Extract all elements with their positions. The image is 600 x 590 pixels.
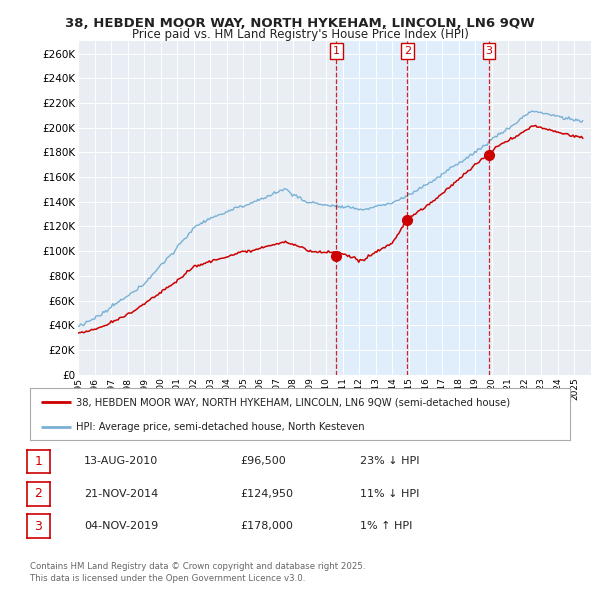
Text: HPI: Average price, semi-detached house, North Kesteven: HPI: Average price, semi-detached house,… — [76, 422, 365, 431]
Text: Price paid vs. HM Land Registry's House Price Index (HPI): Price paid vs. HM Land Registry's House … — [131, 28, 469, 41]
Text: 38, HEBDEN MOOR WAY, NORTH HYKEHAM, LINCOLN, LN6 9QW: 38, HEBDEN MOOR WAY, NORTH HYKEHAM, LINC… — [65, 17, 535, 30]
Text: 11% ↓ HPI: 11% ↓ HPI — [360, 489, 419, 499]
Text: 04-NOV-2019: 04-NOV-2019 — [84, 522, 158, 531]
Text: 23% ↓ HPI: 23% ↓ HPI — [360, 457, 419, 466]
Text: £178,000: £178,000 — [240, 522, 293, 531]
Text: £124,950: £124,950 — [240, 489, 293, 499]
Text: 3: 3 — [485, 46, 493, 56]
Text: 1: 1 — [34, 455, 43, 468]
Text: 13-AUG-2010: 13-AUG-2010 — [84, 457, 158, 466]
Text: 38, HEBDEN MOOR WAY, NORTH HYKEHAM, LINCOLN, LN6 9QW (semi-detached house): 38, HEBDEN MOOR WAY, NORTH HYKEHAM, LINC… — [76, 397, 510, 407]
Text: 3: 3 — [34, 520, 43, 533]
Text: £96,500: £96,500 — [240, 457, 286, 466]
Bar — [337, 41, 489, 375]
Text: 1: 1 — [333, 46, 340, 56]
Text: 2: 2 — [34, 487, 43, 500]
Text: 2: 2 — [404, 46, 411, 56]
Text: Contains HM Land Registry data © Crown copyright and database right 2025.
This d: Contains HM Land Registry data © Crown c… — [30, 562, 365, 583]
Text: 21-NOV-2014: 21-NOV-2014 — [84, 489, 158, 499]
Text: 1% ↑ HPI: 1% ↑ HPI — [360, 522, 412, 531]
